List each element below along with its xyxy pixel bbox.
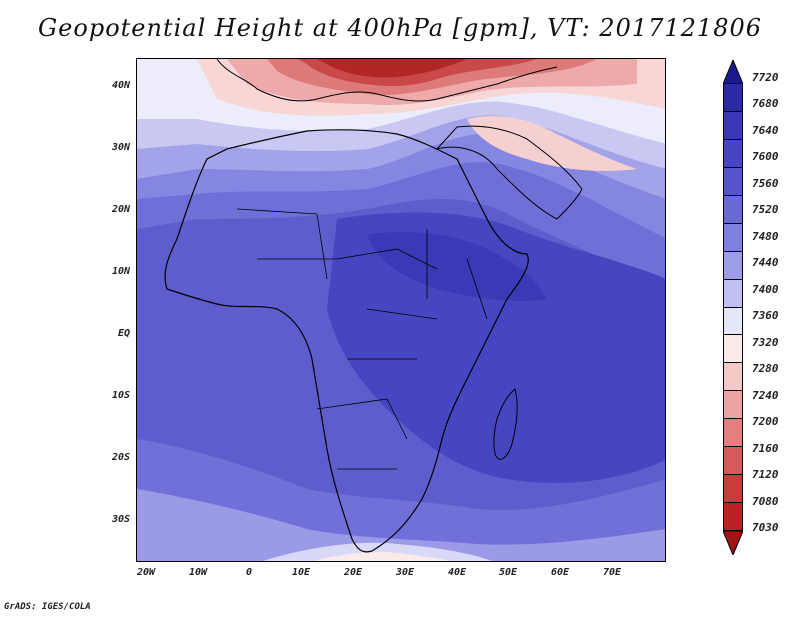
colorbar-swatch: [723, 195, 743, 224]
lon-label-60e: 60E: [550, 567, 570, 578]
colorbar-level-label: 7360: [752, 309, 779, 323]
colorbar-level-label: 7400: [752, 282, 779, 296]
colorbar-swatch: [723, 503, 743, 531]
map-title: Geopotential Height at 400hPa [gpm], VT:…: [38, 14, 762, 42]
colorbar-level-label: 7160: [752, 441, 779, 455]
arabia-coastline: [435, 125, 583, 220]
colorbar-level-label: 7560: [752, 176, 779, 190]
lon-label-20e: 20E: [343, 567, 363, 578]
madagascar-outline: [493, 388, 518, 460]
colorbar-level-label: 7680: [752, 97, 779, 111]
lat-label-40n: 40N: [111, 80, 130, 91]
colorbar-swatch: [723, 419, 743, 448]
colorbar-level-label: 7320: [752, 335, 779, 349]
map-panel: [136, 58, 666, 562]
colorbar-swatch: [723, 363, 743, 392]
lon-label-0: 0: [245, 567, 253, 578]
colorbar-level-label: 7240: [752, 388, 779, 402]
colorbar-level-label: 7520: [752, 203, 779, 217]
colorbar-swatch: [723, 335, 743, 364]
lat-label-10s: 10S: [111, 390, 130, 401]
colorbar-swatch: [723, 307, 743, 336]
lat-label-30s: 30S: [111, 514, 130, 525]
colorbar-level-label: 7440: [752, 256, 779, 270]
colorbar-level-label: 7600: [752, 150, 779, 164]
colorbar-swatch: [723, 447, 743, 476]
lat-label-10n: 10N: [111, 266, 130, 277]
colorbar-bottom-arrow: [723, 531, 743, 555]
lon-label-30e: 30E: [395, 567, 415, 578]
country-borders: [236, 208, 488, 470]
lat-label-20n: 20N: [111, 204, 130, 215]
colorbar-swatch: [723, 139, 743, 168]
colorbar-level-label: 7030: [752, 521, 779, 534]
colorbar-swatch: [723, 167, 743, 196]
geopotential-field: [137, 59, 665, 561]
lon-label-40e: 40E: [447, 567, 467, 578]
lat-label-30n: 30N: [111, 142, 130, 153]
colorbar-level-label: 7480: [752, 229, 779, 243]
colorbar-swatch: [723, 223, 743, 252]
colorbar-level-label: 7720: [752, 71, 779, 84]
africa-coastline: [164, 129, 529, 553]
europe-coastline: [216, 59, 558, 102]
colorbar-swatch: [723, 84, 743, 112]
colorbar-level-label: 7280: [752, 362, 779, 376]
colorbar-level-label: 7120: [752, 468, 779, 482]
lon-label-50e: 50E: [498, 567, 518, 578]
colorbar-level-label: 7080: [752, 494, 779, 508]
lon-label-70e: 70E: [602, 567, 622, 578]
colorbar-swatch: [723, 391, 743, 420]
lon-label-10w: 10W: [188, 567, 208, 578]
colorbar-level-label: 7640: [752, 123, 779, 137]
lon-label-10e: 10E: [291, 567, 311, 578]
colorbar-top-arrow: [723, 60, 743, 84]
lon-label-20w: 20W: [136, 567, 156, 578]
lat-label-eq: EQ: [117, 328, 130, 339]
grads-credit: GrADS: IGES/COLA: [4, 602, 91, 612]
colorbar-swatch: [723, 475, 743, 504]
colorbar-swatch: [723, 111, 743, 140]
colorbar-swatch: [723, 279, 743, 308]
colorbar-swatch: [723, 251, 743, 280]
colorbar-level-label: 7200: [752, 415, 779, 429]
lat-label-20s: 20S: [111, 452, 130, 463]
